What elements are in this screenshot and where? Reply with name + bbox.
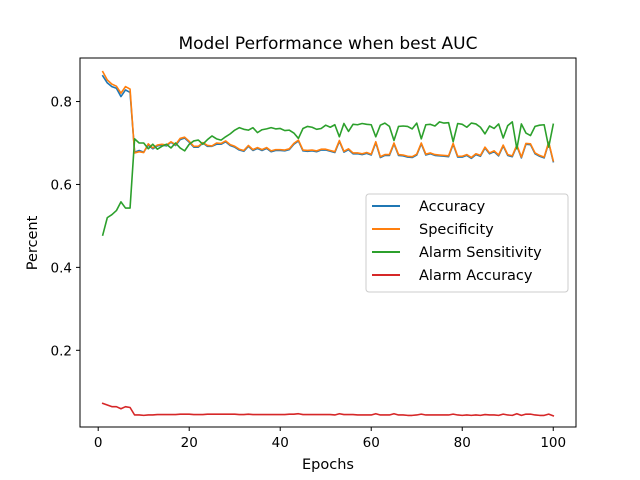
- legend-entry-label: Alarm Sensitivity: [419, 245, 542, 261]
- series-layer: [101, 70, 555, 417]
- plot-frame: [79, 57, 577, 428]
- legend: Accuracy Specificity Alarm Sensitivity Alar…: [365, 193, 569, 293]
- y-tick-label: 0.2: [51, 343, 72, 359]
- y-tick-label: 0.4: [51, 260, 72, 276]
- legend-entry-label: Specificity: [419, 222, 494, 238]
- x-axis: 0 20 40 60 80 100: [94, 427, 566, 451]
- series-line-alarm-accuracy: [101, 402, 555, 417]
- y-axis-label: Percent: [25, 215, 41, 270]
- legend-box: [365, 193, 569, 293]
- y-tick-label: 0.8: [51, 95, 72, 111]
- x-tick-label: 60: [363, 435, 380, 451]
- x-axis-label: Epochs: [302, 457, 354, 473]
- legend-entry-label: Alarm Accuracy: [419, 268, 533, 284]
- x-tick-label: 20: [181, 435, 198, 451]
- x-tick-label: 80: [454, 435, 471, 451]
- y-tick-label: 0.6: [51, 177, 72, 193]
- chart-title: Model Performance when best AUC: [178, 34, 477, 54]
- series-line-specificity: [101, 70, 555, 162]
- legend-entry-label: Accuracy: [419, 199, 486, 215]
- x-tick-label: 40: [272, 435, 289, 451]
- x-tick-label: 100: [540, 435, 566, 451]
- series-line-alarm-sensitivity: [101, 121, 555, 237]
- y-axis: 0.2 0.4 0.6 0.8: [51, 95, 80, 359]
- x-tick-label: 0: [94, 435, 103, 451]
